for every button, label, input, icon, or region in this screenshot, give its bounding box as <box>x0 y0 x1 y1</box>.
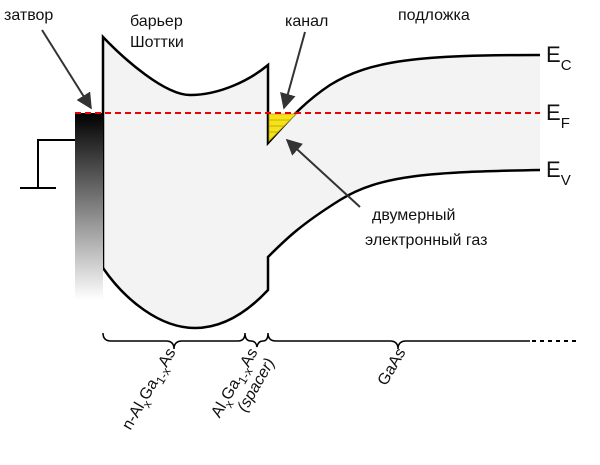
level-main: E <box>546 157 561 182</box>
gas-label: электронный газ <box>365 232 487 249</box>
layer-label: GaAs <box>375 346 410 389</box>
band-fill <box>103 37 540 328</box>
level-main: E <box>546 42 561 67</box>
level-label: EF <box>546 100 570 132</box>
layer-text: As <box>155 346 179 371</box>
gate-metal <box>75 113 103 300</box>
ground <box>20 139 75 189</box>
level-sub: C <box>561 57 572 74</box>
level-sub: V <box>561 172 571 189</box>
arrows <box>41 29 361 208</box>
layer-braces <box>102 332 530 350</box>
layer-label: n-AlxGa1-xAs <box>119 346 183 435</box>
level-main: E <box>546 100 561 125</box>
valence-band <box>101 168 541 330</box>
conduction-band <box>101 33 541 268</box>
gate-label: затвор <box>4 7 53 24</box>
barrier-label: барьер <box>130 13 183 30</box>
gas-lines <box>269 119 290 133</box>
level-label: EC <box>546 42 572 74</box>
level-label: EV <box>546 157 571 189</box>
channel-gas <box>268 113 297 142</box>
level-sub: F <box>561 115 570 132</box>
layer-text: GaAs <box>375 346 410 389</box>
gas-label: двумерный <box>372 207 455 224</box>
barrier-label: Шоттки <box>130 34 184 51</box>
channel-label: канал <box>285 13 328 30</box>
substrate-label: подложка <box>398 7 470 24</box>
